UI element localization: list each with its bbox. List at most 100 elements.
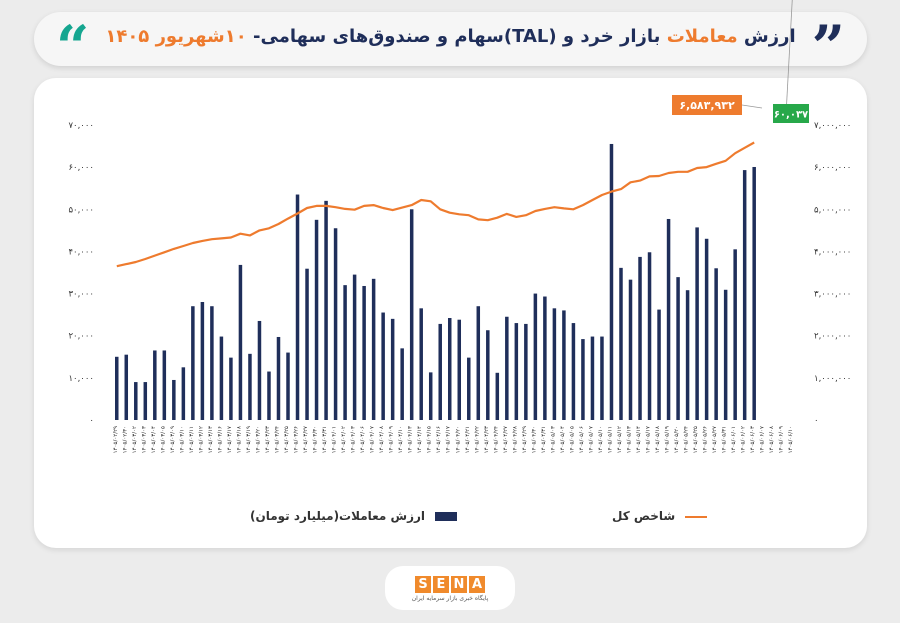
title-part-4: ۱۰شهریور ۱۴۰۵ — [105, 26, 247, 47]
x-tick-label: ۱۴۰۵/۰۵/۱۴ — [636, 426, 642, 453]
x-tick-label: ۱۴۰۵/۰۴/۰۷ — [370, 426, 376, 453]
bar — [695, 227, 699, 420]
bar — [143, 382, 148, 420]
bar — [524, 323, 528, 420]
x-tick-label: ۱۴۰۵/۰۵/۲۷ — [712, 426, 718, 453]
x-tick-label: ۱۴۰۵/۰۵/۰۵ — [569, 426, 575, 453]
left-axis-tick: ۷۰,۰۰۰ — [68, 121, 94, 131]
x-tick-label: ۱۴۰۵/۰۶/۱۰ — [788, 426, 794, 453]
x-tick-label: ۱۴۰۵/۰۶/۰۸ — [769, 426, 775, 453]
bar — [153, 350, 157, 420]
x-tick-label: ۱۴۰۵/۰۲/۲۹ — [113, 426, 119, 453]
x-tick-label: ۱۴۰۵/۰۳/۲۶ — [294, 426, 300, 453]
bar — [533, 293, 538, 420]
bar — [352, 274, 357, 420]
legend-value-swatch — [435, 512, 458, 521]
right-axis-tick: ۰ — [814, 416, 819, 426]
x-tick-label: ۱۴۰۵/۰۶/۰۲ — [741, 426, 747, 453]
x-tick-label: ۱۴۰۵/۰۲/۳۰ — [122, 426, 128, 453]
right-axis-tick: ۷,۰۰۰,۰۰۰ — [814, 121, 851, 131]
x-tick-label: ۱۴۰۵/۰۴/۳۰ — [531, 426, 537, 453]
x-tick-label: ۱۴۰۵/۰۴/۰۳ — [351, 426, 357, 453]
legend-value: ارزش معاملات(میلیارد تومان) — [250, 509, 458, 523]
bar — [333, 228, 338, 420]
bar — [219, 336, 224, 420]
index-callout-box — [672, 95, 742, 115]
x-tick-label: ۱۴۰۵/۰۶/۰۹ — [779, 426, 785, 453]
x-tick-label: ۱۴۰۵/۰۳/۱۳ — [208, 426, 214, 453]
title-part-1: ارزش — [737, 26, 796, 47]
bar — [543, 296, 547, 420]
x-tick-label: ۱۴۰۵/۰۵/۲۰ — [674, 426, 680, 453]
x-tick-label: ۱۴۰۵/۰۳/۱۷ — [227, 426, 233, 453]
bar — [419, 308, 423, 420]
left-axis-tick: ۴۰,۰۰۰ — [68, 247, 94, 257]
bar — [191, 306, 195, 420]
bar — [666, 218, 671, 420]
bar — [115, 356, 119, 420]
index-callout-label: ۶,۵۸۳,۹۳۲ — [679, 99, 735, 112]
quote-close-icon: ” — [811, 13, 845, 66]
bar — [495, 372, 500, 420]
x-tick-label: ۱۴۰۵/۰۴/۰۶ — [360, 426, 366, 453]
bar — [229, 357, 233, 420]
x-tick-label: ۱۴۰۵/۰۴/۱۵ — [427, 426, 433, 453]
x-tick-label: ۱۴۰۵/۰۵/۰۶ — [579, 426, 585, 453]
left-axis-tick: ۳۰,۰۰۰ — [68, 290, 94, 300]
x-tick-label: ۱۴۰۵/۰۴/۰۹ — [389, 426, 395, 453]
x-tick-label: ۱۴۰۵/۰۳/۳۰ — [313, 426, 319, 453]
x-tick-label: ۱۴۰۵/۰۶/۰۱ — [731, 426, 737, 453]
title-part-2: معاملات — [666, 26, 738, 47]
title-banner: “ ارزش معاملات بازار خرد و (TAL)سهام و ص… — [34, 12, 867, 66]
bar — [371, 278, 376, 420]
bar — [400, 348, 404, 420]
bar — [314, 219, 319, 420]
x-tick-label: ۱۴۰۵/۰۳/۱۶ — [217, 426, 223, 453]
x-tick-label: ۱۴۰۵/۰۵/۱۹ — [665, 426, 671, 453]
bar — [172, 379, 176, 420]
x-tick-label: ۱۴۰۵/۰۴/۱۴ — [417, 426, 423, 453]
title-part-3: بازار خرد و (TAL)سهام و صندوق‌های سهامی- — [246, 26, 667, 47]
legend-value-label: ارزش معاملات(میلیارد تومان) — [250, 509, 426, 523]
x-tick-label: ۱۴۰۵/۰۴/۳۱ — [541, 426, 547, 453]
bar — [210, 306, 214, 420]
x-tick-label: ۱۴۰۵/۰۳/۰۵ — [160, 426, 166, 453]
bar — [162, 350, 167, 420]
bar — [609, 143, 614, 420]
x-tick-label: ۱۴۰۵/۰۴/۰۲ — [341, 426, 347, 453]
x-tick-label: ۱۴۰۵/۰۴/۲۲ — [474, 426, 480, 453]
bar — [447, 318, 452, 420]
value-callout-leader — [785, 0, 793, 116]
x-tick-label: ۱۴۰۵/۰۴/۱۶ — [436, 426, 442, 453]
x-tick-label: ۱۴۰۵/۰۴/۲۱ — [465, 426, 471, 453]
left-axis-tick: ۵۰,۰۰۰ — [68, 205, 94, 215]
x-tick-label: ۱۴۰۵/۰۳/۱۱ — [189, 426, 195, 453]
x-tick-label: ۱۴۰۵/۰۴/۲۷ — [503, 426, 509, 453]
value-callout-box — [773, 104, 809, 123]
bar — [238, 264, 243, 420]
bar — [552, 308, 557, 420]
x-tick-label: ۱۴۰۵/۰۴/۱۳ — [408, 426, 414, 453]
bar — [438, 323, 442, 420]
bar — [476, 306, 481, 420]
bar — [647, 252, 652, 420]
bar — [628, 279, 633, 420]
legend-index: شاخص کل — [612, 509, 708, 523]
bar — [733, 249, 737, 420]
right-axis-tick: ۲,۰۰۰,۰۰۰ — [814, 332, 851, 342]
bar — [486, 330, 490, 420]
right-axis-tick: ۶,۰۰۰,۰۰۰ — [814, 163, 851, 173]
quote-open-icon: “ — [56, 13, 90, 66]
x-tick-label: ۱۴۰۵/۰۳/۲۳ — [265, 426, 271, 453]
page-title: ارزش معاملات بازار خرد و (TAL)سهام و صند… — [34, 26, 867, 47]
x-tick-label: ۱۴۰۵/۰۵/۲۴ — [684, 426, 690, 453]
x-tick-label: ۱۴۰۵/۰۳/۰۳ — [141, 426, 147, 453]
bar — [714, 268, 718, 420]
bar — [343, 285, 347, 420]
x-tick-label: ۱۴۰۵/۰۶/۰۳ — [750, 426, 756, 453]
bar — [619, 267, 623, 420]
x-tick-label: ۱۴۰۵/۰۵/۰۳ — [550, 426, 556, 453]
bar — [124, 354, 129, 420]
x-tick-label: ۱۴۰۵/۰۵/۱۸ — [655, 426, 661, 453]
